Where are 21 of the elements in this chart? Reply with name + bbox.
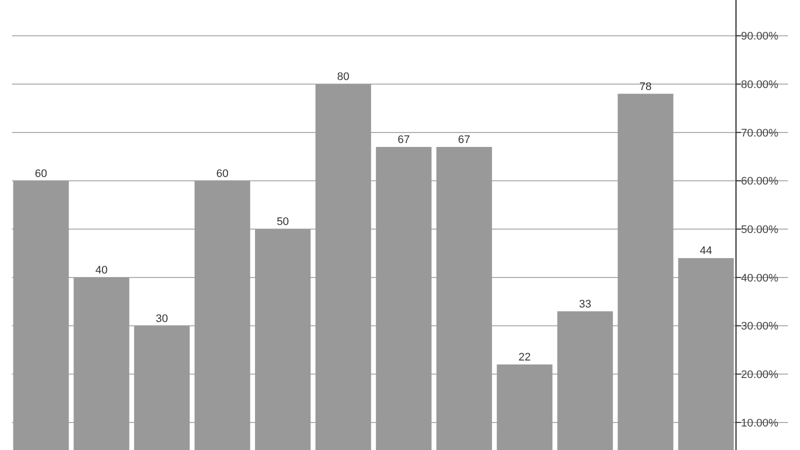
y-tick-label: 60.00%	[741, 176, 779, 188]
data-label: 22	[518, 351, 531, 364]
data-label: 78	[639, 80, 652, 93]
y-tick-label: 50.00%	[741, 224, 779, 236]
data-label: 40	[95, 264, 108, 276]
data-label: 30	[156, 312, 168, 325]
data-label: 67	[398, 134, 410, 146]
y-tick-label: 80.00%	[741, 78, 779, 91]
y-tick-label: 40.00%	[741, 272, 779, 284]
data-label: 67	[458, 134, 470, 146]
y-tick-label: 30.00%	[741, 320, 779, 333]
data-label: 60	[34, 168, 48, 180]
data-label: 33	[578, 298, 592, 310]
data-label: 44	[700, 245, 712, 258]
y-tick-label: 70.00%	[741, 127, 779, 140]
data-label: 80	[337, 71, 350, 84]
y-tick-label: 10.00%	[741, 417, 779, 430]
y-tick-label: 90.00%	[741, 30, 779, 43]
y-tick-label: 20.00%	[741, 368, 779, 381]
data-label: 50	[276, 216, 289, 228]
data-label: 60	[216, 168, 228, 180]
